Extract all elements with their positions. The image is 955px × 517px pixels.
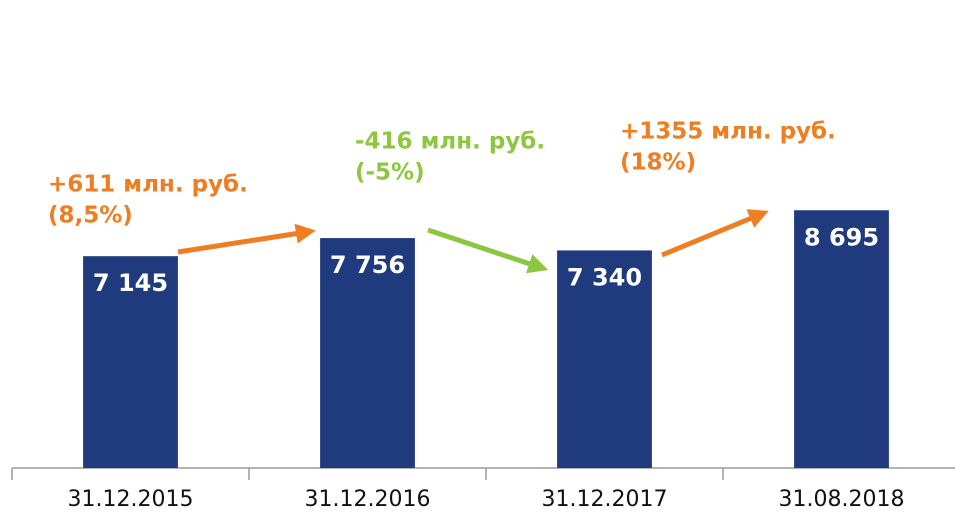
value-label: 7 756 <box>330 251 405 279</box>
annotation: +1355 млн. руб. <box>620 119 836 145</box>
change-arrow <box>427 227 549 274</box>
value-label: 7 340 <box>567 263 642 291</box>
change-arrow <box>177 223 316 255</box>
x-tick-label: 31.12.2015 <box>68 487 194 512</box>
bar <box>557 250 652 468</box>
change-arrow <box>661 209 769 258</box>
annotation: +611 млн. руб. <box>48 172 248 198</box>
x-tick-label: 31.12.2017 <box>542 487 668 512</box>
bar <box>794 210 889 468</box>
value-label: 8 695 <box>804 223 879 251</box>
annotation: (8,5%) <box>48 203 133 229</box>
annotation: (18%) <box>620 150 696 176</box>
annotation: -416 млн. руб. <box>355 129 545 155</box>
x-tick-label: 31.12.2016 <box>305 487 431 512</box>
bar <box>83 256 178 468</box>
value-label: 7 145 <box>93 269 168 297</box>
x-tick-label: 31.08.2018 <box>779 487 905 512</box>
bar <box>320 238 415 468</box>
annotation: (-5%) <box>355 160 425 186</box>
